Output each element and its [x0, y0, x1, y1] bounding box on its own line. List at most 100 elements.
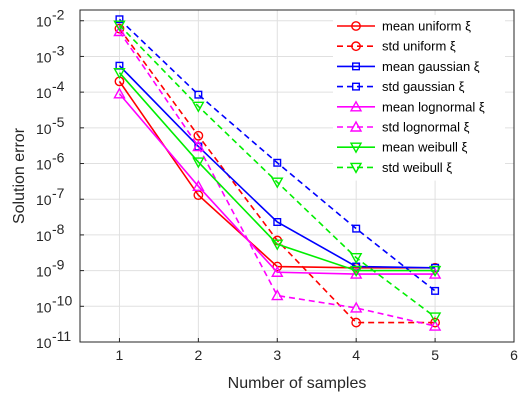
y-tick-label: 10 -6 — [36, 150, 65, 173]
data-point-marker — [428, 267, 442, 279]
data-point-marker — [428, 265, 442, 278]
data-point-marker — [192, 157, 205, 169]
x-axis-label: Number of samples — [228, 375, 367, 392]
legend-label: std gaussian ξ — [382, 79, 465, 94]
data-point-marker — [431, 263, 440, 272]
y-tick-exponent: -8 — [52, 221, 65, 237]
data-point-marker — [430, 317, 440, 328]
legend-entry: std gaussian ξ — [337, 79, 465, 94]
y-tick-label: 10 -11 — [36, 328, 71, 351]
data-point-marker — [428, 312, 442, 324]
legend-marker — [352, 82, 361, 91]
legend-label: std lognormal ξ — [382, 120, 470, 135]
data-point-marker — [271, 177, 284, 189]
data-point-marker — [349, 252, 363, 265]
data-point-marker — [115, 15, 124, 24]
x-tick-label: 4 — [352, 347, 360, 363]
series-mean-weibull — [113, 68, 442, 278]
y-tick-label: 10 -7 — [36, 185, 65, 208]
legend-label: std weibull ξ — [382, 160, 452, 175]
y-tick-label: 10 -4 — [36, 78, 65, 101]
data-point-marker — [273, 158, 282, 167]
legend-marker — [349, 162, 363, 174]
y-tick-label: 10 -8 — [36, 221, 65, 244]
data-point-marker — [113, 87, 126, 99]
legend-marker — [351, 21, 361, 31]
y-tick-base: 10 — [36, 299, 52, 315]
y-tick-label: 10 -5 — [36, 114, 65, 137]
y-tick-exponent: -9 — [52, 257, 65, 273]
series-std-gaussian — [115, 15, 440, 295]
y-tick-base: 10 — [36, 264, 52, 280]
data-point-marker — [352, 224, 361, 233]
series-line — [118, 31, 436, 327]
y-tick-exponent: -11 — [52, 328, 71, 344]
y-tick-label: 10 -9 — [36, 257, 65, 280]
data-point-marker — [273, 218, 282, 227]
legend-label: mean lognormal ξ — [382, 99, 485, 114]
y-tick-exponent: -3 — [52, 42, 65, 58]
legend-marker — [352, 62, 361, 71]
data-point-marker — [271, 289, 284, 301]
legend-label: std uniform ξ — [382, 39, 456, 54]
x-tick-label: 6 — [510, 347, 518, 363]
data-point-marker — [428, 319, 442, 331]
data-point-marker — [271, 239, 284, 251]
data-point-marker — [192, 140, 205, 152]
series-line — [118, 24, 436, 318]
data-point-marker — [113, 68, 126, 80]
data-point-marker — [192, 101, 205, 113]
x-tick-label: 5 — [431, 347, 439, 363]
data-point-marker — [192, 179, 205, 192]
series-line — [118, 65, 436, 269]
legend-box — [333, 15, 505, 181]
y-tick-label: 10 -2 — [36, 7, 65, 30]
legend-marker — [349, 100, 363, 112]
data-point-marker — [194, 90, 203, 99]
series-layer — [113, 15, 442, 331]
data-point-marker — [349, 267, 363, 279]
legend-label: mean uniform ξ — [382, 19, 471, 34]
data-point-marker — [431, 286, 440, 295]
y-tick-base: 10 — [36, 228, 52, 244]
y-tick-exponent: -2 — [52, 7, 65, 23]
y-tick-exponent: -7 — [52, 185, 65, 201]
legend-entry: mean uniform ξ — [337, 19, 471, 34]
series-std-lognormal — [113, 25, 442, 331]
tick-labels: 1 2 3 4 5 610-1110-1010-910-810-710-610-510-4… — [36, 7, 518, 363]
series-line — [118, 93, 436, 275]
legend-label: mean weibull ξ — [382, 140, 467, 155]
y-tick-base: 10 — [36, 85, 52, 101]
series-std-weibull — [113, 20, 442, 324]
y-tick-base: 10 — [36, 335, 52, 351]
series-mean-lognormal — [113, 87, 442, 279]
legend-marker — [349, 120, 363, 132]
legend-marker — [349, 142, 363, 154]
axes-box — [79, 9, 515, 343]
legend: mean uniform ξ std uniform ξ mean gaussian… — [333, 15, 505, 181]
legend-entry: std lognormal ξ — [337, 120, 470, 135]
legend-entry: mean lognormal ξ — [337, 99, 485, 114]
data-point-marker — [271, 265, 284, 277]
data-point-marker — [349, 301, 363, 313]
x-tick-label: 3 — [273, 347, 281, 363]
ticks — [80, 20, 515, 343]
y-tick-base: 10 — [36, 157, 52, 173]
legend-entry: mean weibull ξ — [337, 140, 467, 155]
data-point-marker — [113, 25, 126, 37]
data-point-marker — [193, 130, 204, 141]
y-tick-label: 10 -3 — [36, 42, 65, 65]
data-point-marker — [113, 20, 126, 32]
legend-label: mean gaussian ξ — [382, 59, 480, 74]
y-tick-base: 10 — [36, 14, 52, 30]
y-tick-base: 10 — [36, 192, 52, 208]
series-line — [118, 18, 436, 292]
series-line — [118, 72, 436, 272]
y-tick-exponent: -10 — [52, 292, 72, 308]
legend-entry: std uniform ξ — [337, 39, 456, 54]
y-tick-base: 10 — [36, 121, 52, 137]
y-tick-label: 10 -10 — [36, 292, 72, 315]
x-tick-label: 1 — [116, 347, 124, 363]
legend-marker — [351, 41, 361, 52]
